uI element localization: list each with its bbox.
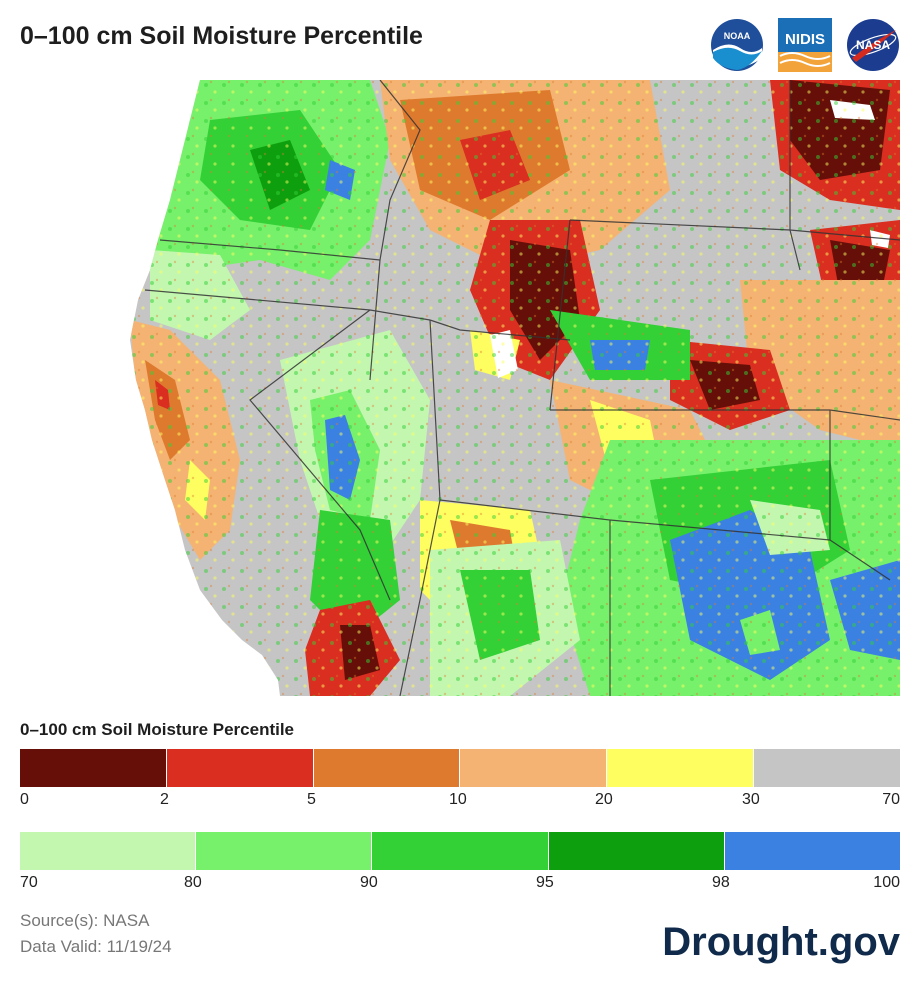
drought-gov-logo[interactable]: Drought.gov: [662, 920, 900, 964]
legend-tick: 20: [595, 791, 613, 808]
legend-ticks-dry: 0 2 5 10 20 30 70: [20, 791, 900, 813]
legend-tick: 70: [20, 874, 38, 891]
map-canvas: [130, 80, 900, 696]
svg-text:NASA: NASA: [856, 38, 890, 52]
logo-group: NOAA NIDIS NASA: [710, 18, 900, 72]
legend-tick: 70: [882, 791, 900, 808]
legend-swatch-10-20: [460, 749, 608, 787]
legend-tick: 95: [536, 874, 554, 891]
legend-swatch-80-90: [196, 832, 373, 870]
legend-swatch-30-70: [754, 749, 900, 787]
data-valid-text: Data Valid: 11/19/24: [20, 937, 172, 956]
source-info: Source(s): NASA Data Valid: 11/19/24: [20, 908, 172, 960]
legend-swatch-0-2: [20, 749, 167, 787]
legend-tick: 80: [184, 874, 202, 891]
legend-tick: 0: [20, 791, 29, 808]
noaa-logo[interactable]: NOAA: [710, 18, 764, 72]
legend-swatch-2-5: [166, 749, 314, 787]
legend-title: 0–100 cm Soil Moisture Percentile: [20, 720, 295, 739]
legend-tick: 100: [873, 874, 900, 891]
soil-moisture-map[interactable]: [130, 80, 900, 696]
legend-swatch-90-95: [372, 832, 549, 870]
legend-swatch-98-100: [724, 832, 901, 870]
legend-tick: 98: [712, 874, 730, 891]
legend-tick: 10: [449, 791, 467, 808]
page-title: 0–100 cm Soil Moisture Percentile: [20, 22, 423, 50]
legend-swatch-5-10: [313, 749, 461, 787]
legend-swatch-95-98: [548, 832, 725, 870]
legend-ticks-wet: 70 80 90 95 98 100: [20, 874, 900, 896]
source-text: Source(s): NASA: [20, 911, 150, 930]
legend-tick: 30: [742, 791, 760, 808]
svg-text:NOAA: NOAA: [724, 31, 751, 41]
legend-tick: 5: [307, 791, 316, 808]
nidis-logo[interactable]: NIDIS: [778, 18, 832, 72]
svg-text:NIDIS: NIDIS: [785, 31, 825, 48]
legend-swatch-70-80: [20, 832, 197, 870]
legend-tick: 2: [160, 791, 169, 808]
legend-swatch-20-30: [607, 749, 755, 787]
legend-bar-wet: [20, 832, 901, 870]
legend-bar-dry: [20, 749, 900, 787]
legend-tick: 90: [360, 874, 378, 891]
nasa-logo[interactable]: NASA: [846, 18, 900, 72]
